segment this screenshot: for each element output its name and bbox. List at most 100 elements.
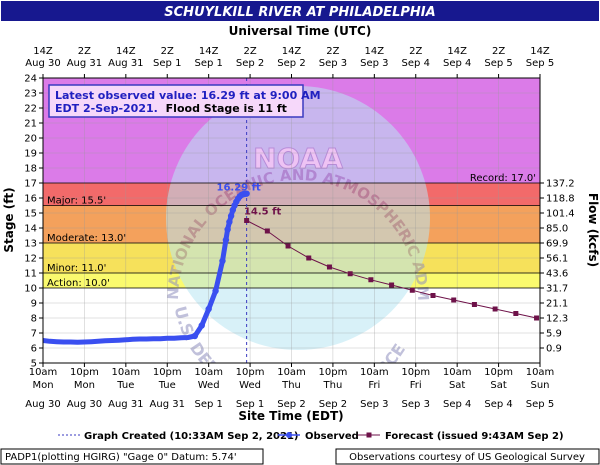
noaa-watermark-center: NOAA — [253, 142, 343, 175]
threshold-action-label: Action: 10.0' — [47, 278, 110, 289]
legend-forecast-label: Forecast (issued 9:43AM Sep 2) — [385, 431, 564, 442]
utc-tick-date: Sep 4 — [402, 58, 430, 69]
time-tick-weekday: Sat — [449, 380, 465, 391]
infobox-line2-flood: Flood Stage is 11 ft — [166, 102, 287, 115]
time-tick-date: Sep 3 — [360, 399, 388, 410]
time-tick-date: Sep 3 — [402, 399, 430, 410]
utc-tick-date: Sep 3 — [319, 58, 347, 69]
x-axis-title: Site Time (EDT) — [238, 409, 343, 423]
flow-tick-label: 12.3 — [546, 314, 568, 325]
observed-point — [227, 212, 235, 220]
utc-tick-date: Sep 1 — [194, 58, 222, 69]
legend: Graph Created (10:33AM Sep 2, 2021) Obse… — [58, 431, 564, 442]
forecast-point — [347, 271, 353, 277]
observed-point — [222, 236, 230, 244]
time-tick-weekday: Tue — [158, 380, 176, 391]
stage-tick-label: 19 — [24, 149, 37, 160]
footer-left-box — [0, 448, 264, 465]
top-axis-title: Universal Time (UTC) — [229, 24, 372, 38]
stage-tick-label: 21 — [24, 119, 37, 130]
forecast-point — [534, 315, 540, 321]
flow-tick-label: 56.1 — [546, 254, 568, 265]
infobox-line2: EDT 2-Sep-2021. Flood Stage is 11 ft — [55, 102, 287, 115]
observed-point — [205, 305, 212, 313]
utc-tick-date: Sep 4 — [443, 58, 471, 69]
flow-tick-label: 21.1 — [546, 299, 568, 310]
time-tick-hour: 10pm — [401, 367, 430, 378]
utc-tick-hour: 14Z — [447, 46, 467, 57]
forecast-point — [306, 255, 312, 261]
time-tick-hour: 10am — [29, 367, 58, 378]
y-axis-title: Stage (ft) — [2, 187, 16, 252]
utc-tick-date: Sep 2 — [236, 58, 264, 69]
time-tick-date: Sep 2 — [319, 399, 347, 410]
legend-observed-marker — [286, 432, 292, 438]
stage-tick-label: 18 — [24, 164, 37, 175]
stage-tick-label: 6 — [31, 344, 37, 355]
y2-axis-title: Flow (kcfs) — [586, 193, 600, 267]
time-tick-weekday: Wed — [239, 380, 261, 391]
threshold-major-label: Major: 15.5' — [47, 196, 106, 207]
stage-tick-label: 11 — [24, 269, 37, 280]
forecast-point — [430, 293, 436, 298]
stage-tick-label: 10 — [24, 284, 37, 295]
stage-tick-label: 16 — [24, 194, 37, 205]
forecast-point — [244, 218, 250, 223]
forecast-point — [513, 311, 519, 316]
forecast-point — [409, 287, 415, 293]
stage-tick-label: 5 — [31, 359, 37, 370]
time-tick-hour: 10am — [443, 367, 472, 378]
utc-tick-hour: 14Z — [116, 46, 136, 57]
time-tick-date: Sep 4 — [443, 399, 471, 410]
time-tick-date: Aug 30 — [67, 399, 102, 410]
time-tick-date: Sep 2 — [277, 399, 305, 410]
legend-created-label: Graph Created (10:33AM Sep 2, 2021) — [84, 431, 299, 442]
utc-tick-date: Sep 5 — [484, 58, 512, 69]
infobox-frame — [48, 84, 304, 118]
flow-tick-label: 69.9 — [546, 239, 568, 250]
stage-tick-label: 17 — [24, 179, 37, 190]
flow-tick-label: 5.9 — [546, 329, 562, 340]
footer-left-text: PADP1(plotting HGIRG) "Gage 0" Datum: 5.… — [5, 452, 237, 463]
time-tick-date: Sep 4 — [484, 399, 512, 410]
time-tick-date: Aug 30 — [25, 399, 60, 410]
forecast-point — [368, 277, 374, 283]
time-tick-hour: 10am — [360, 367, 389, 378]
time-tick-weekday: Wed — [198, 380, 220, 391]
time-tick-date: Aug 31 — [150, 399, 185, 410]
time-tick-weekday: Tue — [116, 380, 134, 391]
forecast-point — [471, 302, 477, 307]
utc-tick-date: Aug 31 — [108, 58, 143, 69]
flow-tick-label: 118.8 — [546, 194, 575, 205]
stage-tick-label: 7 — [31, 329, 37, 340]
stage-axis-ticks: 5 6 7 8 9 10 11 12 13 14 15 16 17 18 19 20 21 22 23 24 — [24, 74, 43, 370]
time-tick-weekday: Fri — [410, 380, 422, 391]
flow-tick-label: 0.9 — [546, 344, 562, 355]
utc-tick-hour: 2Z — [409, 46, 422, 57]
time-tick-hour: 10am — [526, 367, 555, 378]
stage-tick-label: 14 — [24, 224, 37, 235]
time-tick-weekday: Mon — [32, 380, 53, 391]
time-tick-date: Sep 1 — [236, 399, 264, 410]
stage-tick-label: 24 — [24, 74, 37, 85]
footer-right-text: Observations courtesy of US Geological S… — [349, 452, 585, 463]
legend-forecast-marker — [366, 432, 372, 438]
forecast-point — [285, 243, 291, 249]
chart-title: SCHUYLKILL RIVER AT PHILADELPHIA — [164, 5, 435, 20]
utc-tick-hour: 14Z — [199, 46, 219, 57]
time-tick-weekday: Fri — [368, 380, 380, 391]
time-tick-weekday: Sat — [490, 380, 506, 391]
infobox-line1: Latest observed value: 16.29 ft at 9:00 … — [55, 89, 321, 102]
threshold-minor-label: Minor: 11.0' — [47, 263, 106, 274]
footer-right-box — [335, 448, 600, 465]
time-tick-weekday: Sun — [530, 380, 549, 391]
flow-axis-ticks: 0.9 5.9 12.3 21.1 31.7 43.6 56.1 69.9 85.0 101.4 1… — [540, 179, 575, 355]
forecast-point — [326, 264, 332, 270]
time-tick-date: Sep 1 — [194, 399, 222, 410]
time-tick-hour: 10am — [277, 367, 306, 378]
time-tick-hour: 10pm — [319, 367, 348, 378]
flow-tick-label: 85.0 — [546, 224, 568, 235]
utc-tick-date: Sep 3 — [360, 58, 388, 69]
forecast-point — [389, 282, 395, 288]
